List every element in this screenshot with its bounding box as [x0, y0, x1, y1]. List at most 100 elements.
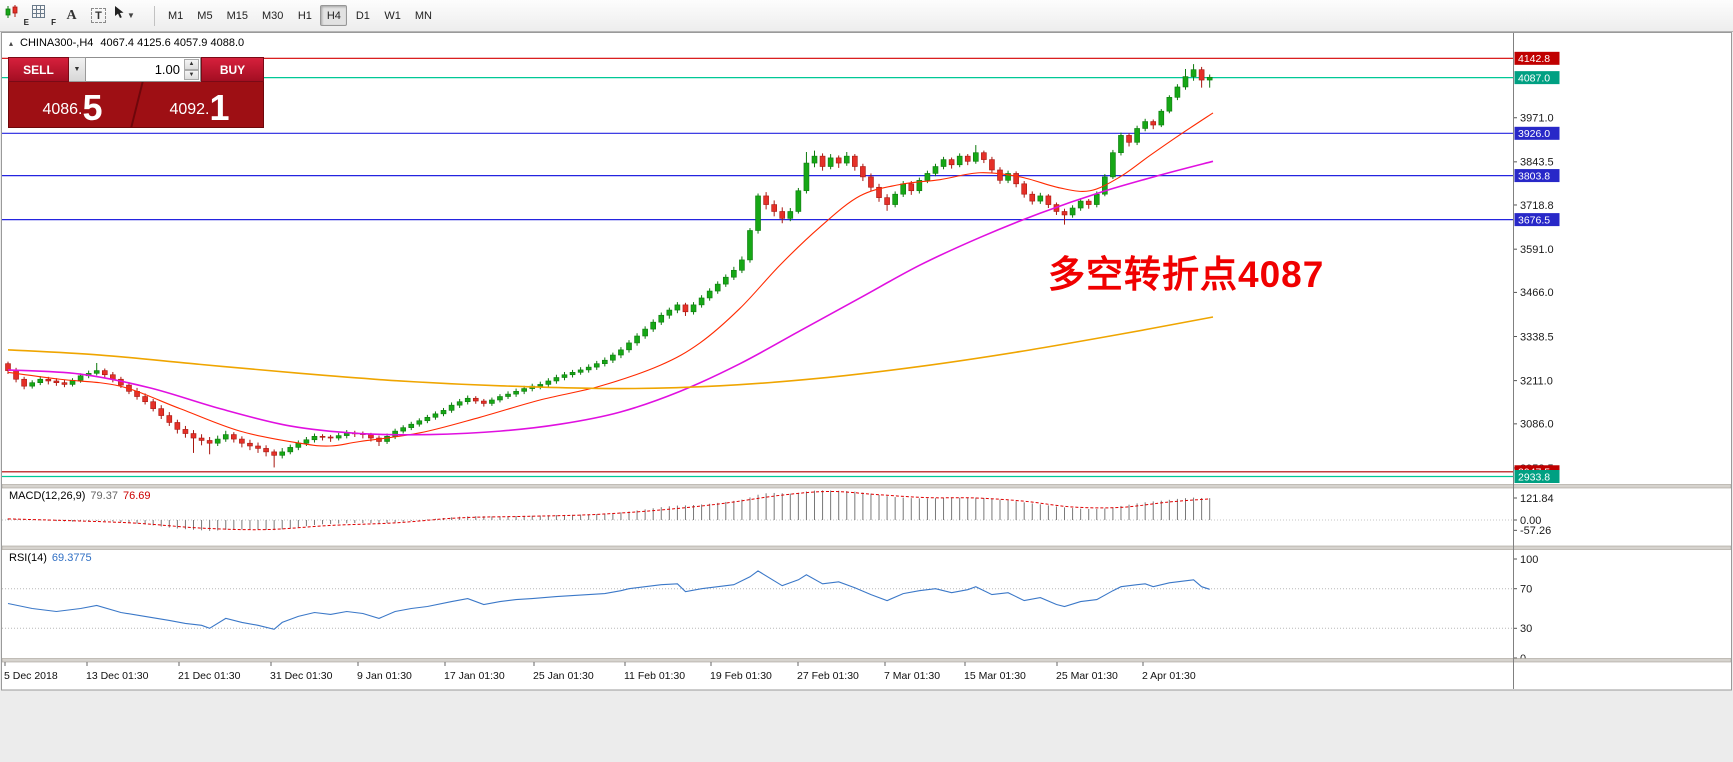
time-label: 31 Dec 01:30	[270, 670, 333, 682]
macd-axis-label: 121.84	[1520, 493, 1554, 505]
price-label: 3466.0	[1520, 287, 1554, 299]
time-label: 17 Jan 01:30	[444, 670, 505, 682]
timeframe-h4[interactable]: H4	[320, 5, 348, 26]
bid-main-digits: 4086.	[42, 101, 83, 118]
timeframe-mn[interactable]: MN	[414, 9, 432, 22]
timeframe-m15[interactable]: M15	[226, 9, 248, 22]
pane-separator	[1, 658, 1732, 663]
timeframe-d1[interactable]: D1	[355, 9, 370, 22]
price-label: 3591.0	[1520, 244, 1554, 256]
price-marker-box	[1514, 213, 1560, 227]
sell-button[interactable]: SELL	[8, 57, 69, 82]
chart-background	[2, 33, 1731, 690]
macd-histogram	[7, 490, 1211, 531]
buy-button[interactable]: BUY	[201, 57, 264, 82]
icon-badge-f: F	[51, 18, 56, 27]
grid-glyph	[32, 5, 45, 18]
timeframe-m1[interactable]: M1	[168, 9, 184, 22]
price-label: 3338.5	[1520, 331, 1554, 343]
time-label: 25 Mar 01:30	[1056, 670, 1118, 682]
price-marker-label: 3676.5	[1518, 214, 1550, 226]
mini-candles-glyph	[5, 5, 18, 18]
price-marker-label: 2933.8	[1518, 471, 1550, 483]
one-click-controls-row: SELL ▼ ▲ ▼ BUY	[8, 57, 264, 82]
toolbar: E F A T ▼ M1 M5 M15 M30 H1 H4 D1 W1 MN	[0, 0, 1733, 32]
price-marker-box	[1514, 169, 1560, 183]
rsi-axis-label: 30	[1520, 623, 1532, 635]
chart-frame	[1, 32, 1732, 691]
macd-signal-line	[7, 490, 1210, 531]
time-label: 2 Apr 01:30	[1142, 670, 1196, 682]
price-label: 3971.0	[1520, 113, 1554, 125]
rsi-axis-label: 100	[1520, 554, 1538, 566]
time-label: 5 Dec 2018	[4, 670, 58, 682]
order-type-dropdown[interactable]: ▼	[69, 57, 86, 82]
toolbar-separator	[154, 5, 155, 26]
timeframe-m5[interactable]: M5	[197, 9, 213, 22]
time-label: 27 Feb 01:30	[797, 670, 859, 682]
time-label: 11 Feb 01:30	[624, 670, 685, 682]
ma-slow	[7, 316, 1214, 390]
time-label: 21 Dec 01:30	[178, 670, 241, 682]
price-label-boxes: 4142.83926.03803.83676.52947.52933.84087…	[1514, 51, 1560, 483]
volume-increase-button[interactable]: ▲	[184, 59, 199, 70]
time-label: 9 Jan 01:30	[357, 670, 412, 682]
time-label: 7 Mar 01:30	[884, 670, 940, 682]
chevron-down-icon: ▼	[73, 66, 81, 73]
pane-separator	[1, 545, 1732, 550]
price-marker-box	[1514, 126, 1560, 140]
price-label: 3211.0	[1520, 375, 1553, 387]
price-axis: 3971.0 3843.5 3718.8 3591.0 3466.0 3338.5 3211…	[1513, 113, 1554, 475]
window-bottom-strip	[0, 690, 1733, 762]
ma-fast	[7, 112, 1214, 447]
candlestick-chart-icon[interactable]: E	[4, 4, 31, 27]
moving-averages-layer	[7, 112, 1214, 447]
volume-decrease-button[interactable]: ▼	[184, 69, 199, 80]
time-label: 19 Feb 01:30	[710, 670, 772, 682]
timeframe-bar: M1 M5 M15 M30 H1 H4 D1 W1 MN	[161, 5, 439, 26]
time-label: 25 Jan 01:30	[533, 670, 594, 682]
rsi-line	[7, 570, 1210, 630]
price-marker-label: 3803.8	[1518, 170, 1550, 182]
pane-separator	[1, 484, 1732, 489]
macd-axis-label: -57.26	[1520, 525, 1551, 537]
bid-big-digit: 5	[82, 87, 103, 129]
volume-field-wrap: ▲ ▼	[86, 57, 201, 82]
ask-price[interactable]: 4092. 1	[136, 82, 263, 127]
volume-spinner: ▲ ▼	[184, 59, 199, 80]
price-label: 3843.5	[1520, 157, 1554, 169]
volume-input[interactable]	[86, 58, 200, 81]
chevron-down-icon: ▼	[127, 11, 135, 20]
time-axis: 5 Dec 2018 13 Dec 01:30 21 Dec 01:30 31 Dec…	[4, 662, 1196, 682]
bid-ask-display: 4086. 5 4092. 1	[8, 82, 264, 128]
price-marker-box	[1514, 51, 1560, 65]
macd-axis-label: 0.00	[1520, 515, 1541, 527]
ask-main-digits: 4092.	[169, 101, 210, 118]
price-marker-label: 3926.0	[1518, 128, 1550, 140]
bid-price[interactable]: 4086. 5	[9, 82, 136, 127]
timeframe-m30[interactable]: M30	[261, 9, 284, 22]
grid-icon[interactable]: F	[31, 4, 58, 27]
ask-big-digit: 1	[209, 87, 230, 129]
text-box-tool-icon[interactable]: T	[85, 4, 112, 27]
timeframe-w1[interactable]: W1	[384, 9, 401, 22]
font-tool-icon[interactable]: A	[66, 7, 77, 23]
price-marker-label: 4087.0	[1518, 72, 1550, 84]
price-label: 3086.0	[1520, 419, 1554, 431]
price-marker-label: 4142.8	[1518, 53, 1550, 65]
one-click-trading-panel: SELL ▼ ▲ ▼ BUY 4086. 5 4092. 1	[8, 57, 264, 128]
candles-layer	[5, 64, 1213, 468]
price-marker-box	[1514, 71, 1560, 85]
price-marker-box	[1514, 469, 1560, 483]
rsi-axis-label: 70	[1520, 584, 1532, 596]
cursor-glyph	[115, 6, 124, 18]
price-label: 3718.8	[1520, 200, 1554, 212]
icon-badge-e: E	[23, 18, 29, 27]
crosshair-cursor-tool-icon[interactable]: ▼	[112, 4, 148, 27]
timeframe-h1[interactable]: H1	[297, 9, 312, 22]
time-label: 15 Mar 01:30	[964, 670, 1026, 682]
time-label: 13 Dec 01:30	[86, 670, 149, 682]
ma-mid	[7, 160, 1214, 436]
